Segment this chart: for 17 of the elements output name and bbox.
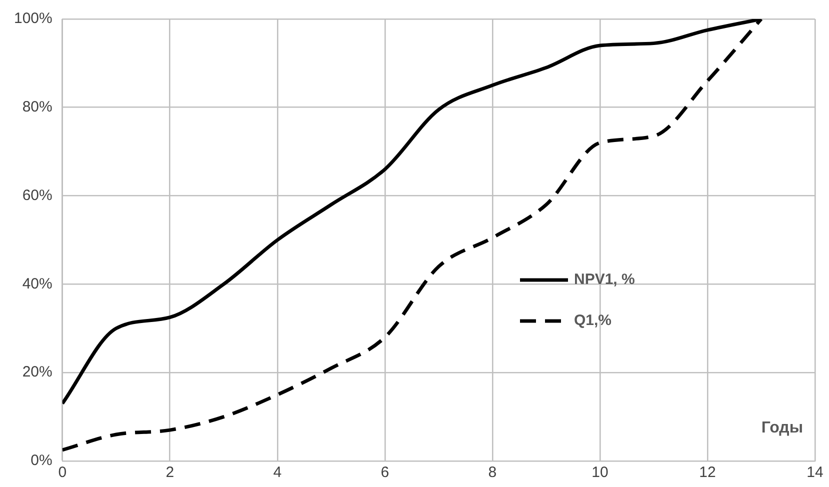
y-tick-label: 0% xyxy=(30,452,52,470)
x-axis-title: Годы xyxy=(761,419,803,436)
x-tick-label: 0 xyxy=(58,464,67,482)
x-tick-label: 10 xyxy=(592,464,608,482)
x-tick-label: 4 xyxy=(273,464,282,482)
x-tick-label: 12 xyxy=(699,464,716,482)
legend-label: Q1,% xyxy=(574,312,612,330)
y-tick-label: 60% xyxy=(22,186,52,204)
y-tick-label: 80% xyxy=(22,98,52,116)
x-tick-label: 8 xyxy=(488,464,497,482)
legend-label: NPV1, % xyxy=(574,271,635,288)
y-tick-label: 100% xyxy=(14,10,52,28)
y-tick-label: 40% xyxy=(22,275,52,292)
x-tick-label: 14 xyxy=(806,464,824,482)
y-tick-label: 20% xyxy=(22,364,52,381)
x-tick-label: 6 xyxy=(380,464,390,482)
x-tick-label: 2 xyxy=(166,464,174,482)
